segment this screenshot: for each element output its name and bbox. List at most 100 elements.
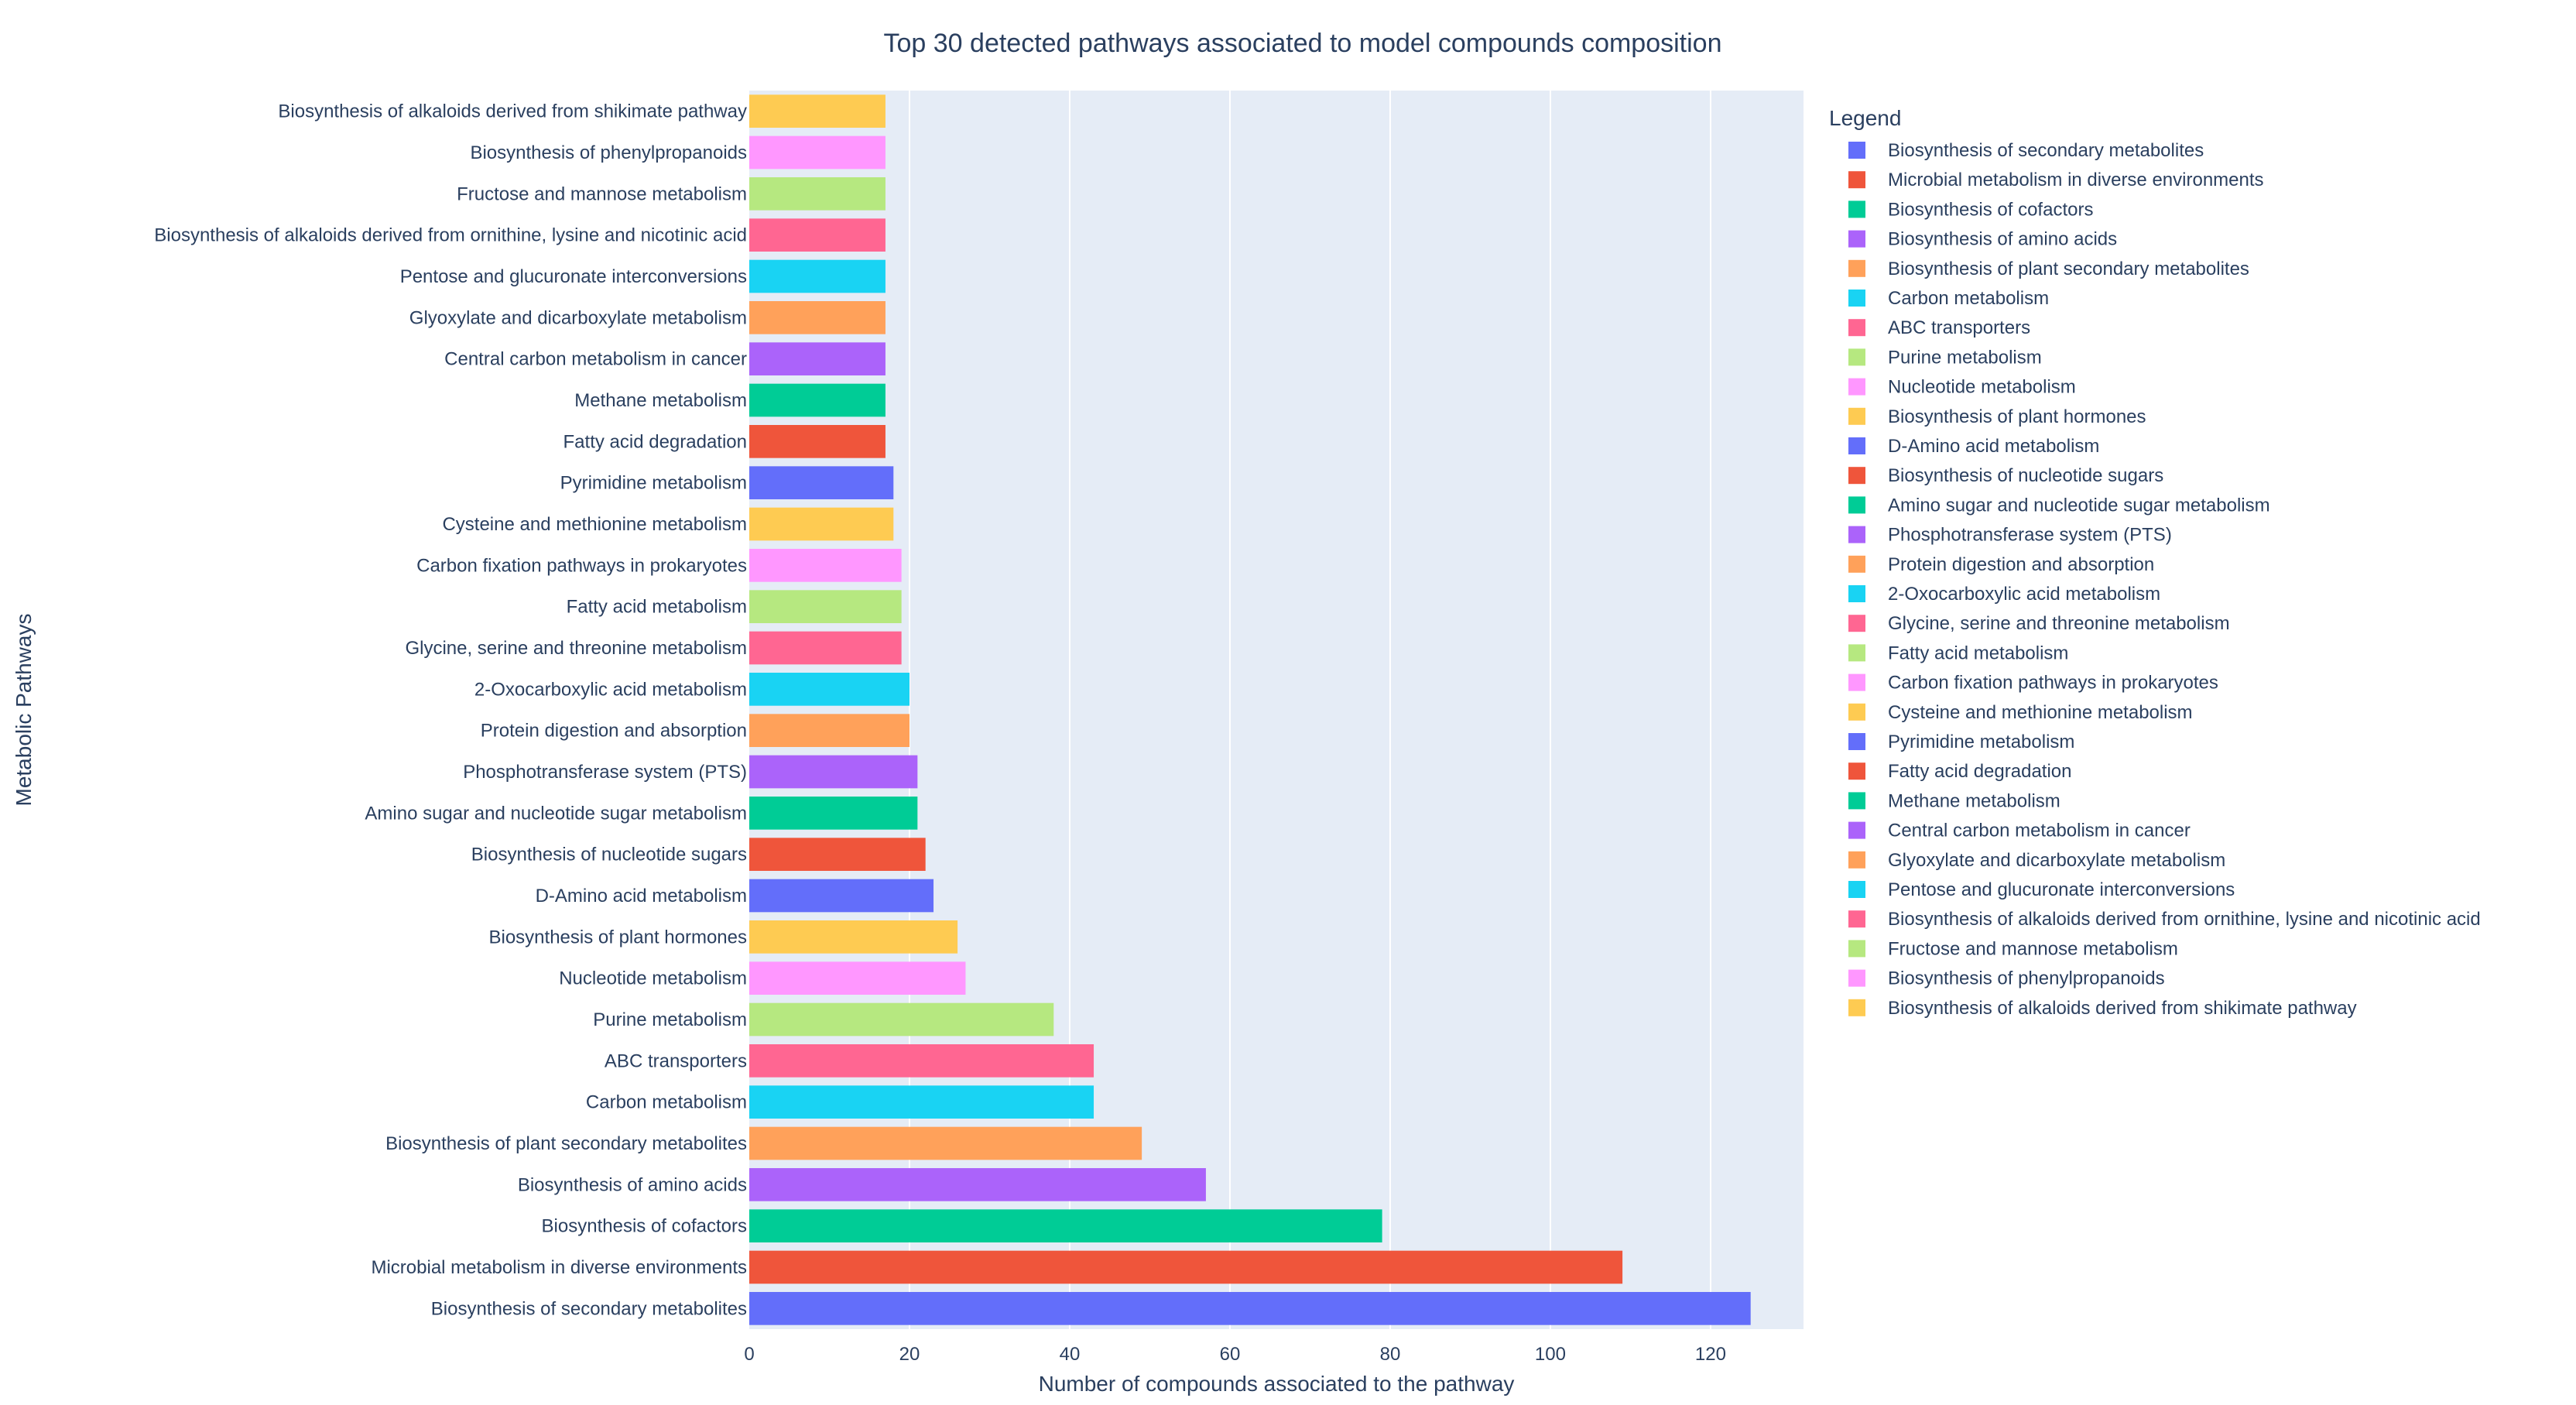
bar[interactable] [749,1044,1094,1078]
y-tick-label: Methane metabolism [574,390,747,411]
legend-label[interactable]: Amino sugar and nucleotide sugar metabol… [1888,495,2270,516]
legend-label[interactable]: Methane metabolism [1888,790,2060,811]
legend-swatch[interactable] [1848,969,1865,987]
legend-swatch[interactable] [1848,407,1865,425]
legend-label[interactable]: Pyrimidine metabolism [1888,732,2074,752]
legend-label[interactable]: Fructose and mannose metabolism [1888,938,2178,959]
bar[interactable] [749,259,886,293]
bar[interactable] [749,301,886,334]
bar[interactable] [749,1168,1206,1201]
bar[interactable] [749,383,886,417]
y-tick-label: Biosynthesis of plant secondary metaboli… [385,1133,747,1154]
bar[interactable] [749,797,918,830]
legend-swatch[interactable] [1848,762,1865,780]
bar[interactable] [749,755,918,789]
bar[interactable] [749,425,886,458]
y-tick-label: Carbon metabolism [586,1092,747,1113]
legend-swatch[interactable] [1848,999,1865,1016]
legend-swatch[interactable] [1848,555,1865,573]
legend-label[interactable]: Fatty acid metabolism [1888,643,2068,663]
legend-swatch[interactable] [1848,290,1865,307]
legend-swatch[interactable] [1848,910,1865,928]
legend-label[interactable]: ABC transporters [1888,317,2030,338]
legend-label[interactable]: Pentose and glucuronate interconversions [1888,879,2235,900]
y-tick-label: Glyoxylate and dicarboxylate metabolism [409,307,747,328]
y-tick-label: Amino sugar and nucleotide sugar metabol… [365,803,747,824]
bar[interactable] [749,218,886,252]
bar[interactable] [749,94,886,128]
bar[interactable] [749,135,886,170]
bar[interactable] [749,1126,1142,1160]
legend-swatch[interactable] [1848,526,1865,543]
legend-label[interactable]: Carbon fixation pathways in prokaryotes [1888,673,2218,694]
legend-title: Legend [1829,106,1901,130]
legend-label[interactable]: Biosynthesis of phenylpropanoids [1888,968,2165,989]
bar[interactable] [749,1292,1751,1325]
legend-swatch[interactable] [1848,348,1865,366]
legend-swatch[interactable] [1848,733,1865,750]
bar[interactable] [749,838,926,871]
legend-label[interactable]: D-Amino acid metabolism [1888,436,2099,457]
bar[interactable] [749,631,902,665]
bar[interactable] [749,1085,1094,1119]
bar[interactable] [749,673,909,706]
bar[interactable] [749,879,934,913]
legend-label[interactable]: 2-Oxocarboxylic acid metabolism [1888,584,2160,605]
legend-swatch[interactable] [1848,851,1865,869]
legend-label[interactable]: Biosynthesis of cofactors [1888,199,2093,220]
legend-swatch[interactable] [1848,319,1865,337]
legend-swatch[interactable] [1848,437,1865,454]
bar[interactable] [749,1250,1623,1284]
legend-swatch[interactable] [1848,615,1865,632]
legend-label[interactable]: Purine metabolism [1888,347,2042,368]
legend-label[interactable]: Phosphotransferase system (PTS) [1888,525,2172,546]
legend-swatch[interactable] [1848,171,1865,189]
bar[interactable] [749,1209,1382,1242]
legend-label[interactable]: Glyoxylate and dicarboxylate metabolism [1888,850,2225,871]
legend-label[interactable]: Biosynthesis of secondary metabolites [1888,140,2204,161]
legend-swatch[interactable] [1848,673,1865,691]
legend-label[interactable]: Carbon metabolism [1888,288,2049,309]
legend-swatch[interactable] [1848,881,1865,898]
legend-swatch[interactable] [1848,378,1865,396]
bar[interactable] [749,177,886,211]
y-tick-label: Cysteine and methionine metabolism [442,514,747,535]
bar[interactable] [749,466,894,499]
legend-swatch[interactable] [1848,792,1865,810]
bar[interactable] [749,920,958,954]
legend-label[interactable]: Glycine, serine and threonine metabolism [1888,613,2230,634]
legend-swatch[interactable] [1848,821,1865,839]
legend-swatch[interactable] [1848,585,1865,602]
legend-swatch[interactable] [1848,496,1865,514]
legend-label[interactable]: Biosynthesis of plant secondary metaboli… [1888,259,2249,279]
y-tick-label: Purine metabolism [593,1009,747,1030]
bar[interactable] [749,507,894,541]
legend-swatch[interactable] [1848,259,1865,277]
legend-label[interactable]: Microbial metabolism in diverse environm… [1888,170,2264,190]
bar[interactable] [749,549,902,582]
legend-swatch[interactable] [1848,200,1865,218]
legend-swatch[interactable] [1848,142,1865,159]
y-tick-label: Carbon fixation pathways in prokaryotes [416,555,747,576]
legend-swatch[interactable] [1848,703,1865,721]
legend-label[interactable]: Biosynthesis of alkaloids derived from s… [1888,998,2357,1019]
legend-swatch[interactable] [1848,644,1865,662]
bar[interactable] [749,1002,1054,1037]
bar[interactable] [749,342,886,375]
legend-label[interactable]: Biosynthesis of plant hormones [1888,406,2146,427]
legend-swatch[interactable] [1848,230,1865,248]
legend-swatch[interactable] [1848,467,1865,485]
legend-label[interactable]: Biosynthesis of alkaloids derived from o… [1888,909,2481,930]
legend-label[interactable]: Central carbon metabolism in cancer [1888,821,2191,841]
legend-swatch[interactable] [1848,940,1865,958]
bar[interactable] [749,590,902,623]
legend-label[interactable]: Biosynthesis of amino acids [1888,229,2117,250]
legend-label[interactable]: Protein digestion and absorption [1888,554,2154,575]
legend-label[interactable]: Nucleotide metabolism [1888,377,2076,398]
legend-label[interactable]: Biosynthesis of nucleotide sugars [1888,465,2163,486]
legend-label[interactable]: Fatty acid degradation [1888,761,2071,782]
legend-label[interactable]: Cysteine and methionine metabolism [1888,702,2193,723]
bar[interactable] [749,714,909,747]
bar[interactable] [749,961,966,995]
y-tick-label: Nucleotide metabolism [559,968,747,989]
